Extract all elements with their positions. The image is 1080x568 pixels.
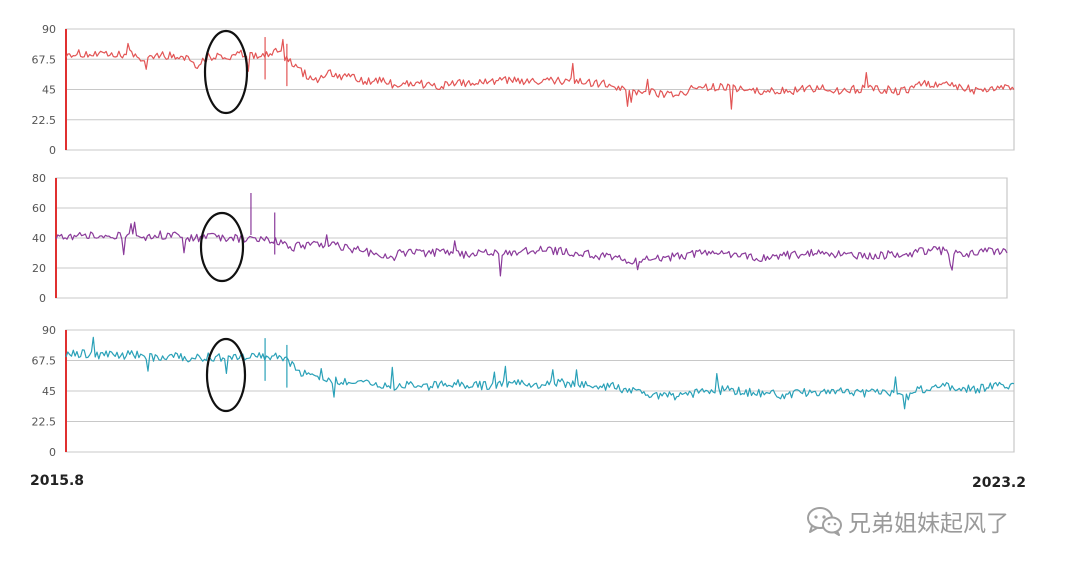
y-tick-label: 90 (42, 23, 56, 36)
y-tick-label: 0 (49, 446, 56, 459)
series-line (65, 336, 1015, 410)
chart-panel-top: 0 22.5 45 67.5 90 (32, 23, 1015, 157)
x-end-date-label: 2023.2 (972, 475, 1026, 491)
watermark-text: 兄弟姐妹起风了 (848, 511, 1009, 537)
y-tick-label: 60 (32, 202, 46, 215)
y-tick-label: 22.5 (32, 114, 57, 127)
chart-panel-bottom: 0 22.5 45 67.5 90 (32, 324, 1015, 459)
y-tick-label: 0 (39, 292, 46, 305)
watermark: 兄弟姐妹起风了 (806, 504, 1009, 538)
y-tick-label: 40 (32, 232, 46, 245)
annotation-ellipse (199, 211, 245, 283)
series-line (55, 221, 1008, 277)
chart-panel-middle: 0 20 40 60 80 (32, 172, 1008, 305)
y-tick-label: 45 (42, 385, 56, 398)
annotation-ellipse (205, 337, 247, 413)
x-start-date-label: 2015.8 (30, 473, 84, 489)
wechat-icon (807, 507, 842, 536)
y-tick-label: 45 (42, 84, 56, 97)
y-tick-label: 20 (32, 262, 46, 275)
annotation-ellipse (203, 29, 249, 115)
y-tick-label: 22.5 (32, 416, 57, 429)
series-line (65, 38, 1015, 110)
y-tick-label: 90 (42, 324, 56, 337)
y-tick-label: 80 (32, 172, 46, 185)
y-tick-label: 67.5 (32, 53, 57, 66)
y-tick-label: 0 (49, 144, 56, 157)
y-tick-label: 67.5 (32, 355, 57, 368)
